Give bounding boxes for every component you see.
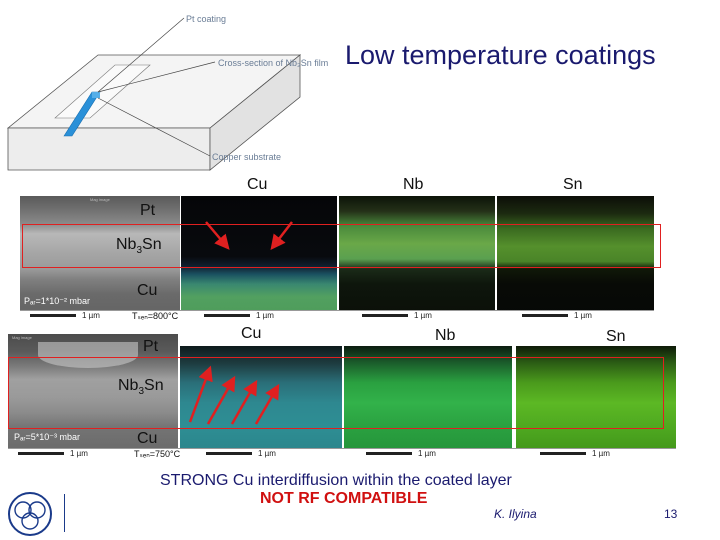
row1-scale-sem: 1 µm <box>30 311 100 320</box>
row2-sn-map <box>516 346 676 460</box>
substrate-label: Copper substrate <box>212 152 282 162</box>
row1-temperature: Tₛₑₙ=800°C <box>132 311 179 321</box>
row1-scale-cu: 1 µm <box>204 311 274 320</box>
row1-pressure: Pₐᵣ=1*10⁻² mbar <box>24 296 91 306</box>
row1-layer-cu: Cu <box>137 282 158 299</box>
coating-schematic <box>6 17 302 171</box>
row2-cu-map <box>180 346 342 460</box>
row2-header-nb: Nb <box>435 327 456 344</box>
row2-scale-nb: 1 µm <box>366 449 436 458</box>
row2-scale-sn: 1 µm <box>540 449 610 458</box>
row2-layer-cu: Cu <box>137 430 158 447</box>
row1-cu-map <box>181 196 337 322</box>
row2-pressure: Pₐᵣ=5*10⁻³ mbar <box>14 432 81 442</box>
conclusion-line: STRONG Cu interdiffusion within the coat… <box>160 472 512 489</box>
row2-temperature: Tₛₑₙ=750°C <box>134 449 181 459</box>
row1-sem-image: Mag image <box>20 196 180 322</box>
row1-header-cu: Cu <box>247 176 268 193</box>
cross-section-label: Cross-section of Nb₃Sn film <box>218 58 329 68</box>
rf-warning: NOT RF COMPATIBLE <box>260 490 428 507</box>
row1-scale-sn: 1 µm <box>522 311 592 320</box>
pt-coating-label: Pt coating <box>186 14 227 24</box>
row2-interdiffusion-arrows <box>188 365 280 425</box>
row2-layer-nb3sn: Nb3Sn <box>118 377 164 398</box>
row1-header-nb: Nb <box>403 176 424 193</box>
row2-scale-sem: 1 µm <box>18 449 88 458</box>
page-number: 13 <box>664 507 678 521</box>
row2-header-cu: Cu <box>241 325 262 342</box>
row2-scale-cu: 1 µm <box>206 449 276 458</box>
row1-interdiffusion-arrows <box>205 221 293 250</box>
row2-header-sn: Sn <box>606 328 626 345</box>
row1-layer-nb3sn: Nb3Sn <box>116 236 162 257</box>
row1-sn-map <box>497 196 654 322</box>
logo-divider <box>64 494 65 532</box>
row1-scale-nb: 1 µm <box>362 311 432 320</box>
author: K. Ilyina <box>494 507 537 521</box>
row2-layer-pt: Pt <box>143 338 159 355</box>
row1-header-sn: Sn <box>563 176 583 193</box>
slide-title: Low temperature coatings <box>345 40 656 70</box>
row2-nb3sn-highlight <box>8 357 664 429</box>
row1-nb3sn-highlight <box>22 224 661 268</box>
row1-nb-map <box>339 196 495 322</box>
row2-sem-image: Mag image <box>8 334 178 460</box>
row2-nb-map <box>344 346 512 460</box>
row1-layer-pt: Pt <box>140 202 156 219</box>
cern-logo-icon <box>8 492 52 536</box>
